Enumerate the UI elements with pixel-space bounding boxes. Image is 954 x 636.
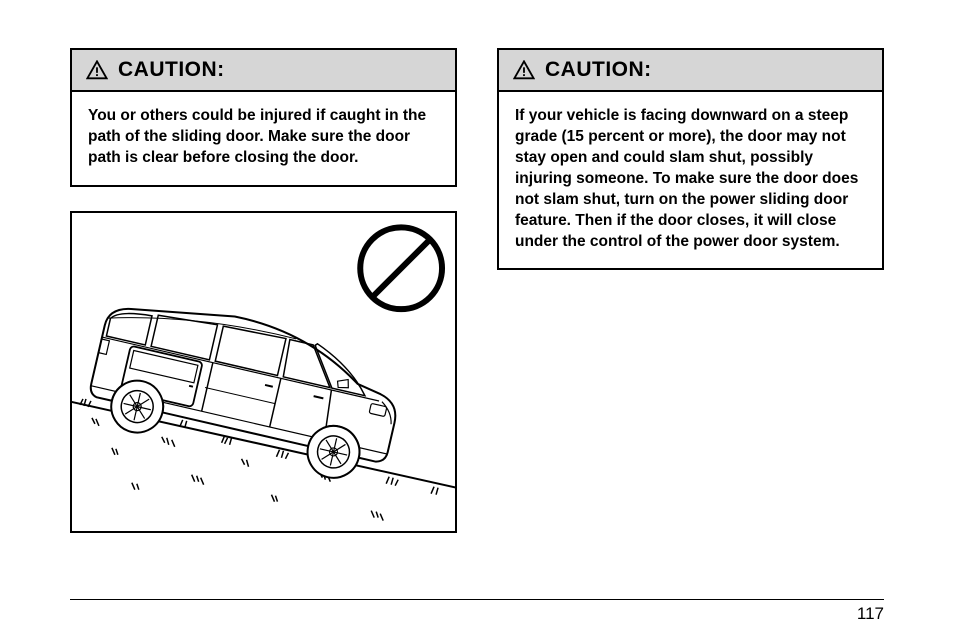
caution-box-right: CAUTION: If your vehicle is facing downw… [497, 48, 884, 270]
caution-title: CAUTION: [545, 58, 652, 82]
document-page: CAUTION: You or others could be injured … [0, 0, 954, 636]
vehicle-on-slope-illustration [70, 211, 457, 533]
footer-rule [70, 599, 884, 600]
caution-box-left: CAUTION: You or others could be injured … [70, 48, 457, 187]
right-column: CAUTION: If your vehicle is facing downw… [497, 48, 884, 606]
warning-triangle-icon [86, 60, 108, 80]
warning-triangle-icon [513, 60, 535, 80]
caution-title: CAUTION: [118, 58, 225, 82]
caution-header: CAUTION: [72, 50, 455, 92]
caution-header: CAUTION: [499, 50, 882, 92]
prohibition-icon [360, 227, 442, 309]
caution-body-text: You or others could be injured if caught… [72, 92, 455, 185]
left-column: CAUTION: You or others could be injured … [70, 48, 457, 606]
caution-body-text: If your vehicle is facing downward on a … [499, 92, 882, 268]
page-number: 117 [857, 604, 884, 624]
